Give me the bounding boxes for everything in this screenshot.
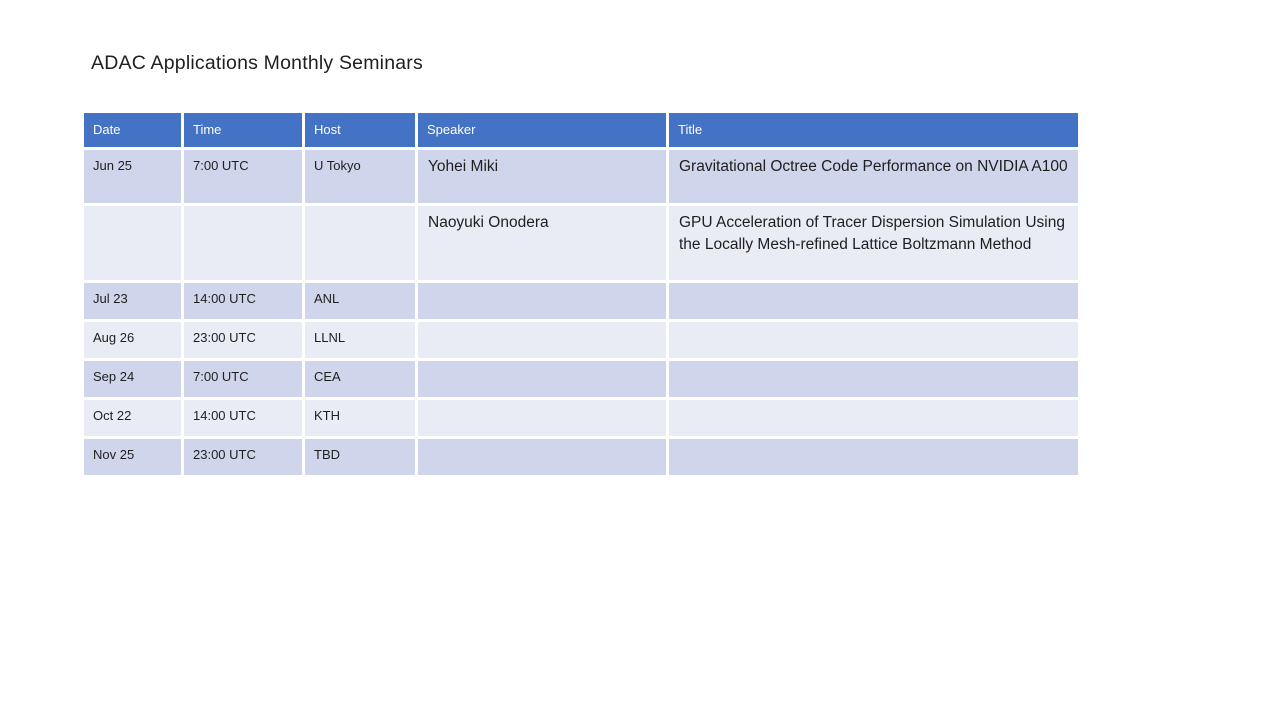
cell-title: GPU Acceleration of Tracer Dispersion Si… <box>669 206 1078 280</box>
cell-host <box>305 206 415 280</box>
cell-time: 14:00 UTC <box>184 400 302 436</box>
slide-title: ADAC Applications Monthly Seminars <box>91 52 423 74</box>
cell-date: Oct 22 <box>84 400 181 436</box>
cell-host: ANL <box>305 283 415 319</box>
cell-speaker <box>418 322 666 358</box>
cell-host: KTH <box>305 400 415 436</box>
cell-speaker <box>418 283 666 319</box>
cell-date: Aug 26 <box>84 322 181 358</box>
table-row: Jul 23 14:00 UTC ANL <box>84 283 1078 319</box>
cell-date: Nov 25 <box>84 439 181 475</box>
cell-time <box>184 206 302 280</box>
cell-time: 23:00 UTC <box>184 439 302 475</box>
table-row: Aug 26 23:00 UTC LLNL <box>84 322 1078 358</box>
column-header-title: Title <box>669 113 1078 147</box>
cell-time: 7:00 UTC <box>184 361 302 397</box>
cell-title: Gravitational Octree Code Performance on… <box>669 150 1078 203</box>
column-header-host: Host <box>305 113 415 147</box>
cell-speaker <box>418 361 666 397</box>
cell-date <box>84 206 181 280</box>
cell-speaker: Yohei Miki <box>418 150 666 203</box>
column-header-speaker: Speaker <box>418 113 666 147</box>
seminar-schedule-table: Date Time Host Speaker Title Jun 25 7:00 UTC U… <box>81 110 1081 478</box>
table-header-row: Date Time Host Speaker Title <box>84 113 1078 147</box>
table-header: Date Time Host Speaker Title <box>84 113 1078 147</box>
cell-title <box>669 439 1078 475</box>
cell-host: LLNL <box>305 322 415 358</box>
cell-speaker <box>418 400 666 436</box>
cell-host: TBD <box>305 439 415 475</box>
column-header-time: Time <box>184 113 302 147</box>
table-row: Nov 25 23:00 UTC TBD <box>84 439 1078 475</box>
table-row: Sep 24 7:00 UTC CEA <box>84 361 1078 397</box>
cell-title <box>669 322 1078 358</box>
cell-title <box>669 400 1078 436</box>
cell-host: CEA <box>305 361 415 397</box>
cell-time: 7:00 UTC <box>184 150 302 203</box>
cell-date: Jul 23 <box>84 283 181 319</box>
cell-title <box>669 361 1078 397</box>
cell-host: U Tokyo <box>305 150 415 203</box>
table-row: Naoyuki Onodera GPU Acceleration of Trace… <box>84 206 1078 280</box>
table-row: Jun 25 7:00 UTC U Tokyo Yohei Miki Gravitati… <box>84 150 1078 203</box>
cell-date: Sep 24 <box>84 361 181 397</box>
table-row: Oct 22 14:00 UTC KTH <box>84 400 1078 436</box>
cell-date: Jun 25 <box>84 150 181 203</box>
cell-time: 14:00 UTC <box>184 283 302 319</box>
cell-time: 23:00 UTC <box>184 322 302 358</box>
column-header-date: Date <box>84 113 181 147</box>
cell-speaker: Naoyuki Onodera <box>418 206 666 280</box>
cell-title <box>669 283 1078 319</box>
cell-speaker <box>418 439 666 475</box>
table-body: Jun 25 7:00 UTC U Tokyo Yohei Miki Gravitati… <box>84 150 1078 475</box>
